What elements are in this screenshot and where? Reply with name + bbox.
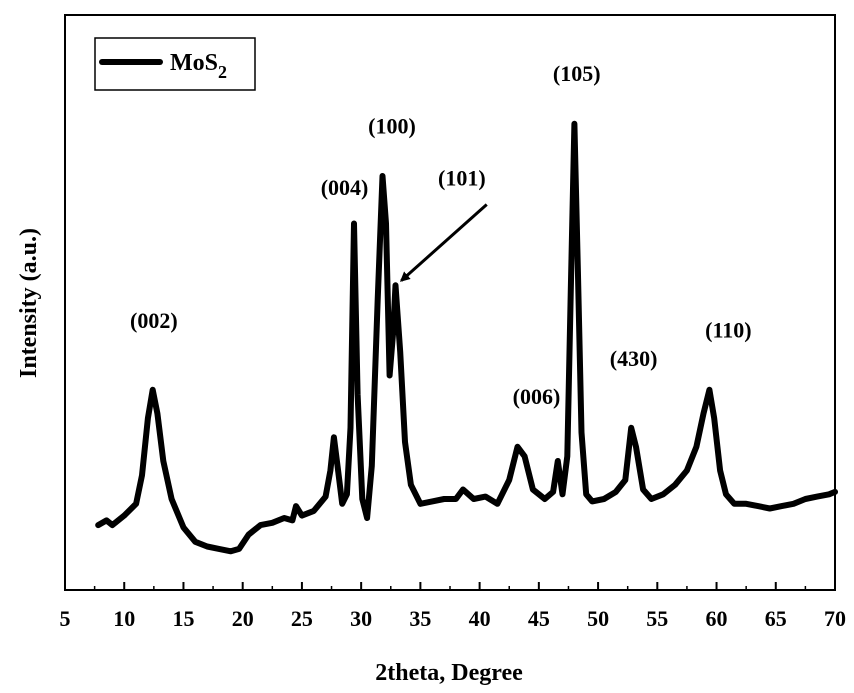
- peak-arrow: [399, 203, 488, 282]
- x-axis-title: 2theta, Degree: [375, 660, 523, 686]
- x-tick-label: 20: [232, 606, 254, 631]
- x-tick-label: 40: [469, 606, 491, 631]
- peak-label: (105): [553, 61, 601, 86]
- x-tick-label: 60: [706, 606, 728, 631]
- x-tick-label: 25: [291, 606, 313, 631]
- legend-label: MoS2: [170, 50, 227, 82]
- peak-label: (002): [130, 308, 178, 333]
- peak-labels: (002) (004) (100) (101) (006) (105) (430) (110): [130, 61, 752, 409]
- peak-label: (006): [513, 384, 561, 409]
- x-axis-ticks: [64, 582, 836, 590]
- peak-label: (004): [321, 175, 369, 200]
- x-tick-label: 10: [113, 606, 135, 631]
- y-axis-title: Intensity (a.u.): [16, 228, 42, 378]
- x-tick-label: 5: [60, 606, 71, 631]
- series-line-mos2: [95, 120, 838, 555]
- x-tick-label: 70: [824, 606, 846, 631]
- x-tick-label: 55: [646, 606, 668, 631]
- legend: MoS2: [94, 37, 256, 91]
- x-tick-label: 15: [172, 606, 194, 631]
- peak-label: (101): [438, 166, 486, 191]
- x-tick-label: 50: [587, 606, 609, 631]
- peak-label: (100): [368, 113, 416, 138]
- x-axis-tick-labels: 5 10 15 20 25 30 35 40 45 50 55 60 65 70: [60, 606, 847, 631]
- x-tick-label: 35: [409, 606, 431, 631]
- plot-frame: [64, 14, 836, 591]
- x-tick-label: 30: [350, 606, 372, 631]
- peak-label: (430): [610, 346, 658, 371]
- x-tick-label: 45: [528, 606, 550, 631]
- x-tick-label: 65: [765, 606, 787, 631]
- peak-label: (110): [705, 318, 751, 343]
